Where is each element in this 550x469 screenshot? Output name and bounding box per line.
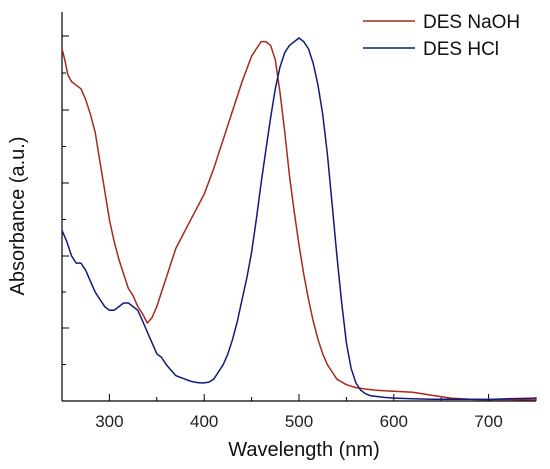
- series-layer: [61, 37, 537, 401]
- series-line-des-naoh: [61, 40, 537, 401]
- x-tick-label: 600: [380, 412, 408, 431]
- legend-item-des-hcl: DES HCl: [363, 39, 499, 60]
- series-line-des-hcl: [61, 37, 537, 401]
- legend-item-des-naoh: DES NaOH: [363, 12, 520, 33]
- y-axis-title: Absorbance (a.u.): [7, 137, 29, 296]
- x-tick-label: 300: [95, 412, 123, 431]
- x-tick-label: 400: [190, 412, 218, 431]
- y-ticks: [62, 35, 69, 402]
- x-tick-label: 700: [474, 412, 502, 431]
- legend: DES NaOH DES HCl: [363, 12, 520, 60]
- legend-label-des-naoh: DES NaOH: [423, 12, 520, 33]
- x-ticks: 300 400 500 600 700: [61, 394, 537, 431]
- x-tick-label: 500: [285, 412, 313, 431]
- x-axis-title: Wavelength (nm): [228, 439, 380, 461]
- legend-label-des-hcl: DES HCl: [423, 39, 499, 60]
- axes: 300 400 500 600 700: [61, 12, 537, 431]
